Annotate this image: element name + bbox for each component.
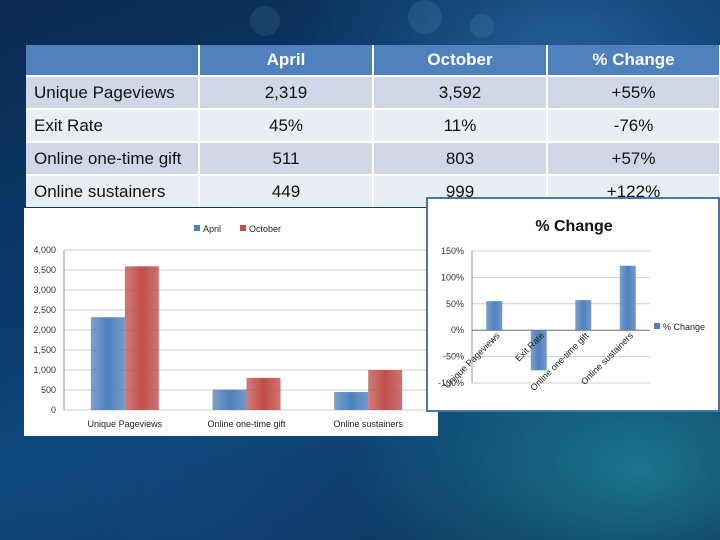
table-row: Online one-time gift 511 803 +57% (26, 141, 720, 175)
chart-title: % Change (535, 218, 612, 235)
x-tick-label: Online sustainers (333, 419, 403, 429)
legend-label: % Change (663, 322, 705, 332)
y-tick-label: -100% (438, 378, 464, 388)
bar-october (368, 370, 403, 410)
y-tick-label: 0% (451, 325, 464, 335)
bar-percent-change (619, 265, 636, 331)
y-tick-label: 0 (51, 405, 56, 415)
bar-percent-change (486, 301, 503, 331)
table-cell: Online one-time gift (26, 141, 200, 175)
legend-swatch (194, 225, 200, 231)
table-cell: Online sustainers (26, 174, 200, 207)
y-tick-label: 150% (441, 246, 464, 256)
bar-percent-change (575, 300, 592, 331)
y-tick-label: -50% (443, 352, 464, 362)
table-header-cell: October (373, 45, 548, 76)
table-cell: Unique Pageviews (26, 75, 200, 109)
table-cell: Exit Rate (26, 108, 200, 142)
table-header-cell: % Change (547, 45, 720, 76)
background-bubble (250, 6, 280, 36)
table-cell: -76% (547, 108, 720, 142)
table-cell: 511 (199, 141, 374, 175)
y-tick-label: 4,000 (33, 245, 56, 255)
table-header-cell (26, 45, 200, 76)
percent-change-chart: % Change -100% -50% 0% 50% 100% 150% Unique Pag… (426, 197, 720, 412)
y-tick-label: 3,000 (33, 285, 56, 295)
x-tick-label: Online one-time gift (207, 419, 286, 429)
bar-april (334, 392, 369, 410)
table-header-cell: April (199, 45, 374, 76)
table-cell: 2,319 (199, 75, 374, 109)
x-tick-label: Unique Pageviews (88, 419, 163, 429)
y-tick-label: 3,500 (33, 265, 56, 275)
bar-october (246, 377, 281, 410)
table-cell: 11% (373, 108, 548, 142)
april-october-bar-chart: 0 500 1,000 1,500 2,000 2,500 3,000 3,500 4,000 U… (24, 208, 438, 436)
legend-swatch (654, 323, 660, 329)
table-cell: 449 (199, 174, 374, 207)
y-tick-label: 500 (41, 385, 56, 395)
table-cell: 45% (199, 108, 374, 142)
bar-april (212, 389, 247, 410)
legend-label: October (249, 224, 281, 234)
bar-percent-change (530, 330, 547, 371)
y-tick-label: 50% (446, 299, 464, 309)
y-tick-label: 2,500 (33, 305, 56, 315)
table-row: Exit Rate 45% 11% -76% (26, 108, 720, 142)
y-tick-label: 100% (441, 272, 464, 282)
table-row: Unique Pageviews 2,319 3,592 +55% (26, 75, 720, 109)
y-tick-label: 1,000 (33, 365, 56, 375)
legend-swatch (240, 225, 246, 231)
y-tick-label: 1,500 (33, 345, 56, 355)
y-tick-label: 2,000 (33, 325, 56, 335)
comparison-table: April October % Change Unique Pageviews … (26, 45, 720, 207)
table-cell: 3,592 (373, 75, 548, 109)
table-header-row: April October % Change (26, 45, 720, 76)
background-bubble (408, 0, 442, 34)
table-cell: +57% (547, 141, 720, 175)
table-cell: 803 (373, 141, 548, 175)
legend-label: April (203, 224, 221, 234)
bar-april (90, 317, 125, 410)
background-bubble (470, 14, 494, 38)
percent-change-chart-svg: % Change-100%-50%0%50%100%150%Unique Pag… (438, 218, 705, 393)
bar-chart-svg: 0 500 1,000 1,500 2,000 2,500 3,000 3,500 4,000 U… (33, 224, 429, 429)
table-cell: +55% (547, 75, 720, 109)
bar-october (124, 266, 159, 410)
